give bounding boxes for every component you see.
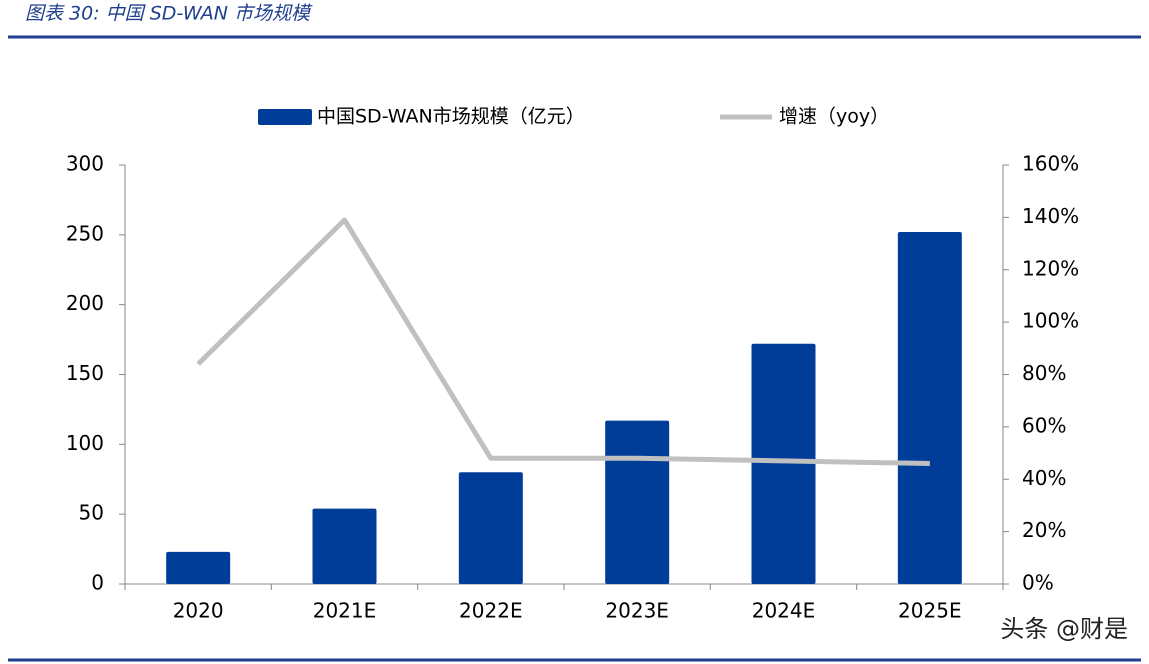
x-tick-label: 2024E xyxy=(752,599,816,623)
y2-tick-label: 100% xyxy=(1022,309,1079,333)
y-tick-label: 150 xyxy=(66,361,104,385)
y-tick-label: 250 xyxy=(66,221,104,245)
y-tick-label: 50 xyxy=(79,501,104,525)
y-tick-label: 0 xyxy=(91,571,104,595)
y2-tick-label: 60% xyxy=(1022,413,1066,437)
legend-label: 中国SD-WAN市场规模（亿元） xyxy=(317,106,585,128)
y2-tick-label: 160% xyxy=(1022,152,1079,176)
legend-label: 增速（yoy） xyxy=(779,106,889,128)
bar xyxy=(166,551,231,584)
bar xyxy=(605,420,670,584)
bar xyxy=(312,508,377,584)
y2-tick-label: 80% xyxy=(1022,361,1066,385)
y2-tick-label: 140% xyxy=(1022,204,1079,228)
x-tick-label: 2020 xyxy=(173,599,224,623)
bar xyxy=(458,472,523,584)
watermark: 头条 @财是 xyxy=(1000,615,1128,643)
y2-tick-label: 120% xyxy=(1022,256,1079,280)
bar xyxy=(897,232,962,585)
x-tick-label: 2021E xyxy=(313,599,377,623)
legend-swatch xyxy=(258,109,312,125)
x-tick-label: 2025E xyxy=(898,599,962,623)
bar xyxy=(751,343,816,584)
y2-tick-label: 0% xyxy=(1022,571,1054,595)
y2-tick-label: 40% xyxy=(1022,466,1066,490)
chart-title: 图表 30: 中国 SD-WAN 市场规模 xyxy=(25,3,313,25)
x-tick-label: 2022E xyxy=(459,599,523,623)
line xyxy=(196,217,930,467)
y-tick-label: 300 xyxy=(66,152,104,176)
x-tick-label: 2023E xyxy=(605,599,669,623)
y-tick-label: 200 xyxy=(66,291,104,315)
y-tick-label: 100 xyxy=(66,431,104,455)
y2-tick-label: 20% xyxy=(1022,518,1066,542)
